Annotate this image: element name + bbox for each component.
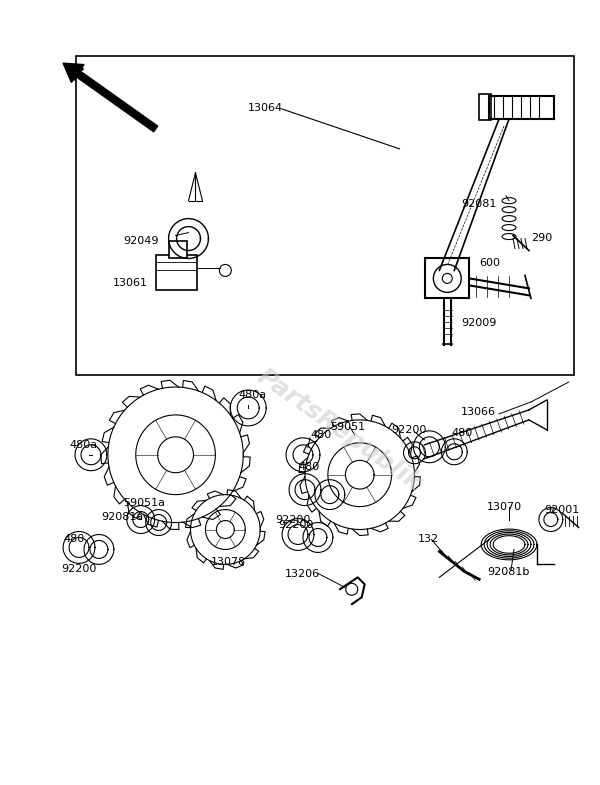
- Text: 92081b: 92081b: [487, 568, 530, 578]
- Text: 92009: 92009: [461, 318, 497, 328]
- Bar: [155, 255, 197, 290]
- Text: 92200: 92200: [61, 564, 97, 575]
- Text: 92200: 92200: [275, 514, 310, 524]
- Text: 480: 480: [451, 428, 473, 438]
- Text: 132: 132: [418, 535, 439, 545]
- Bar: [169, 240, 187, 258]
- Text: 13070: 13070: [487, 502, 522, 512]
- Bar: [76, 57, 574, 375]
- Text: 480a: 480a: [238, 390, 266, 400]
- Text: 92081a: 92081a: [101, 512, 143, 521]
- Text: 480: 480: [310, 430, 331, 440]
- Text: 13066: 13066: [461, 407, 496, 417]
- Text: 480: 480: [298, 462, 319, 472]
- Text: 13064: 13064: [248, 103, 283, 113]
- FancyArrow shape: [63, 63, 158, 132]
- Text: 92049: 92049: [123, 236, 158, 246]
- Text: 480: 480: [63, 535, 85, 545]
- Text: 13078: 13078: [211, 557, 245, 568]
- Text: 92200: 92200: [278, 520, 313, 530]
- Text: 290: 290: [531, 232, 552, 243]
- Text: 13061: 13061: [113, 279, 148, 288]
- Text: 59051a: 59051a: [123, 498, 165, 508]
- Text: 92081: 92081: [461, 199, 497, 209]
- Text: 59051: 59051: [330, 422, 365, 432]
- Text: 92001: 92001: [544, 505, 579, 515]
- Text: 92200: 92200: [392, 425, 427, 435]
- Bar: [479, 94, 491, 120]
- Text: 13206: 13206: [285, 569, 320, 579]
- Text: 600: 600: [479, 258, 500, 268]
- Text: PartsRepublik: PartsRepublik: [253, 364, 427, 495]
- Text: 480a: 480a: [69, 440, 97, 450]
- Bar: [425, 258, 469, 298]
